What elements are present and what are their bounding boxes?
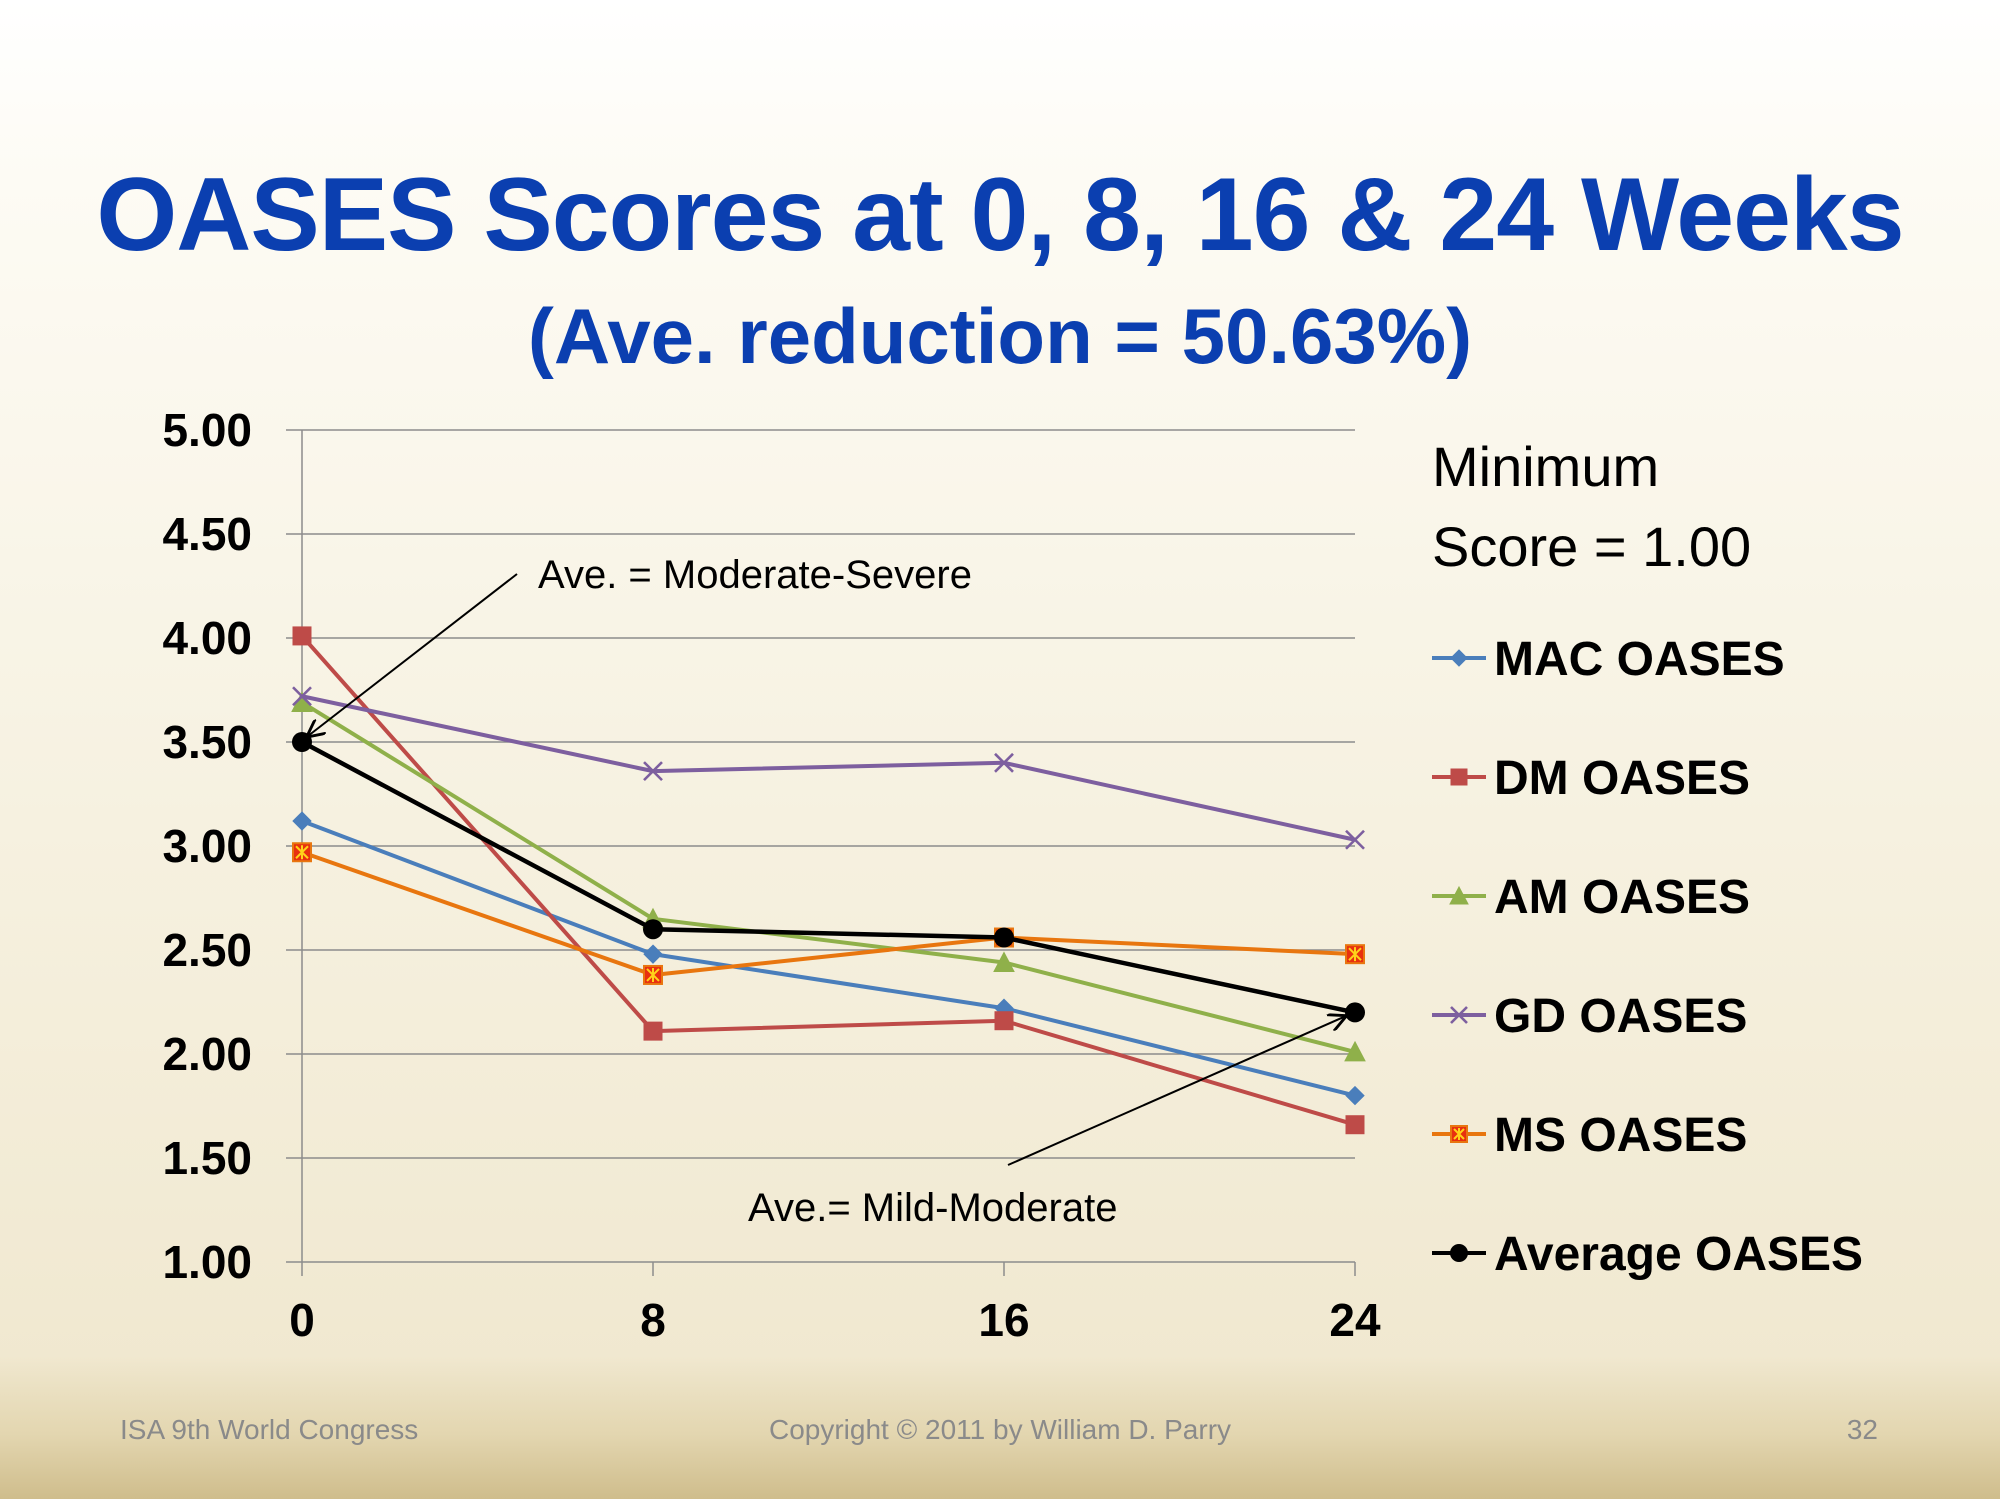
triangle-marker <box>993 951 1015 972</box>
series-am-oases <box>291 691 1366 1062</box>
diamond-marker <box>643 944 663 964</box>
square-marker <box>292 626 312 646</box>
legend-label: DM OASES <box>1494 752 1750 805</box>
legend-label: Average OASES <box>1494 1228 1863 1281</box>
slide-title: OASES Scores at 0, 8, 16 & 24 Weeks <box>96 157 1904 273</box>
legend-note-line2: Score = 1.00 <box>1432 515 1751 578</box>
x-marker <box>1345 829 1365 850</box>
diamond-marker <box>292 811 312 831</box>
circle-marker <box>1450 1244 1468 1262</box>
footer-copyright: Copyright © 2011 by William D. Parry <box>768 1414 1232 1445</box>
slide-subtitle: (Ave. reduction = 50.63%) <box>527 292 1473 380</box>
legend-label: MAC OASES <box>1494 633 1785 686</box>
legend-item: AM OASES <box>1432 871 1750 924</box>
star-mark <box>1453 1128 1465 1140</box>
circle-marker <box>643 919 663 940</box>
circle-marker <box>1345 1002 1365 1023</box>
diamond-marker <box>1450 649 1468 667</box>
y-tick-label: 5.00 <box>162 404 252 456</box>
y-tick-label: 4.50 <box>162 508 252 560</box>
series-mac-oases <box>292 811 1365 1106</box>
circle-marker <box>994 927 1014 948</box>
series-line <box>301 850 1356 977</box>
series-gd-oases <box>292 686 1365 850</box>
y-tick-label: 2.50 <box>162 924 252 976</box>
annotation-arrow <box>1007 1016 1345 1166</box>
annotation-mild-moderate: Ave.= Mild-Moderate <box>748 1186 1117 1230</box>
footer-band <box>0 1355 2000 1499</box>
legend-item: MAC OASES <box>1432 633 1785 686</box>
legend-label: AM OASES <box>1494 871 1750 924</box>
square-marker <box>1345 1115 1365 1135</box>
y-tick-label: 1.50 <box>162 1132 252 1184</box>
series-line <box>300 740 1356 1015</box>
y-tick-label: 2.00 <box>162 1028 252 1080</box>
diamond-marker <box>1345 1085 1365 1106</box>
x-marker <box>292 686 312 707</box>
annotation-moderate-severe: Ave. = Moderate-Severe <box>538 553 972 597</box>
x-tick-label: 16 <box>978 1294 1029 1346</box>
triangle-marker <box>1449 885 1469 905</box>
series-line <box>301 819 1356 1098</box>
y-tick-label: 1.00 <box>162 1236 252 1288</box>
x-marker <box>994 752 1014 773</box>
x-tick-label: 8 <box>640 1294 666 1346</box>
legend: Minimum Score = 1.00 MAC OASES DM OASES AM O… <box>1432 435 1863 1281</box>
x-marker <box>643 761 663 782</box>
triangle-marker <box>1344 1040 1366 1062</box>
square-marker <box>1450 768 1468 786</box>
square-marker <box>643 1021 663 1041</box>
star-mark <box>1348 947 1362 962</box>
square-marker <box>994 1011 1014 1031</box>
legend-note-line1: Minimum <box>1432 435 1659 498</box>
y-tick-label: 3.00 <box>162 820 252 872</box>
legend-label: MS OASES <box>1494 1109 1747 1162</box>
star-mark <box>646 967 660 982</box>
x-tick-label: 24 <box>1329 1294 1381 1346</box>
annotation-arrow <box>308 573 518 736</box>
footer-conference: ISA 9th World Congress <box>120 1414 419 1445</box>
x-marker <box>1450 1006 1468 1024</box>
legend-item: DM OASES <box>1432 752 1750 805</box>
series-ms-oases <box>292 842 1365 985</box>
legend-item: MS OASES <box>1432 1109 1747 1162</box>
series-line <box>300 700 1356 1054</box>
x-tick-label: 0 <box>289 1294 315 1346</box>
y-tick-label: 3.50 <box>162 716 252 768</box>
legend-item: Average OASES <box>1432 1228 1863 1281</box>
series-line <box>301 694 1356 842</box>
y-tick-label: 4.00 <box>162 612 252 664</box>
legend-label: GD OASES <box>1494 990 1747 1043</box>
slide-number: 32 <box>1846 1414 1878 1445</box>
star-mark <box>295 845 309 860</box>
legend-item: GD OASES <box>1432 990 1747 1043</box>
